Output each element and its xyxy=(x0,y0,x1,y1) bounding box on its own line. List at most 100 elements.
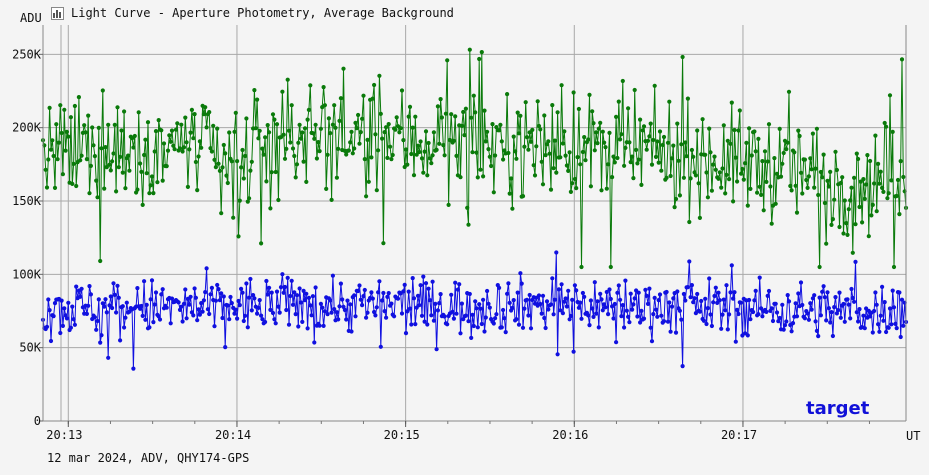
data-point xyxy=(353,120,358,125)
data-point xyxy=(225,180,230,186)
data-point xyxy=(213,298,218,303)
data-point xyxy=(389,157,394,162)
data-point xyxy=(526,313,531,318)
data-point xyxy=(290,146,296,151)
data-point xyxy=(232,129,237,134)
data-point xyxy=(595,141,600,146)
data-point xyxy=(631,302,636,307)
data-point xyxy=(842,198,847,203)
data-point xyxy=(564,163,570,168)
data-point xyxy=(761,208,766,213)
data-point xyxy=(247,295,252,300)
data-point xyxy=(550,103,555,108)
data-point xyxy=(62,107,67,112)
data-point xyxy=(306,295,311,300)
data-point xyxy=(857,307,862,312)
data-point xyxy=(873,290,878,295)
data-point xyxy=(247,196,252,201)
data-point xyxy=(832,305,837,310)
data-point xyxy=(123,315,128,320)
data-point xyxy=(430,279,435,284)
data-point xyxy=(683,298,688,303)
data-point xyxy=(463,106,468,111)
data-point xyxy=(289,103,294,108)
data-point xyxy=(485,288,490,294)
data-point xyxy=(388,144,393,149)
data-point xyxy=(402,282,407,287)
data-point xyxy=(699,298,704,304)
data-point xyxy=(579,264,584,270)
data-point xyxy=(848,198,853,203)
data-point xyxy=(887,306,893,311)
data-point xyxy=(417,303,422,308)
data-point xyxy=(221,142,226,148)
data-point xyxy=(140,313,145,318)
data-point xyxy=(820,175,825,180)
data-point xyxy=(111,281,116,286)
data-point xyxy=(781,150,786,156)
data-point xyxy=(510,305,515,311)
data-point xyxy=(707,126,712,131)
data-point xyxy=(607,130,612,135)
data-point xyxy=(721,123,726,128)
data-point xyxy=(149,278,155,283)
data-point xyxy=(51,153,56,159)
data-point xyxy=(232,311,237,316)
data-point xyxy=(305,326,310,331)
data-point xyxy=(501,307,506,313)
data-point xyxy=(288,293,293,299)
data-point xyxy=(191,136,196,141)
data-point xyxy=(685,285,691,290)
data-point xyxy=(563,296,568,301)
data-point xyxy=(560,141,566,146)
data-point xyxy=(284,307,289,313)
data-point xyxy=(419,313,425,318)
data-point xyxy=(886,325,891,330)
data-point xyxy=(378,111,383,116)
data-point xyxy=(688,295,693,300)
data-point xyxy=(135,286,140,291)
chart-icon[interactable] xyxy=(51,6,64,20)
data-point xyxy=(131,366,136,371)
data-point xyxy=(478,167,483,172)
data-point xyxy=(725,327,730,332)
data-point xyxy=(744,140,749,145)
data-point xyxy=(705,195,711,200)
data-point xyxy=(894,193,899,199)
data-point xyxy=(592,148,597,153)
data-point xyxy=(786,299,792,304)
data-point xyxy=(378,344,383,349)
data-point xyxy=(449,112,454,117)
data-point xyxy=(280,272,285,277)
data-point xyxy=(887,93,893,98)
data-point xyxy=(317,323,322,328)
data-point xyxy=(837,290,842,295)
data-point xyxy=(382,309,387,314)
data-point xyxy=(697,215,703,220)
data-point xyxy=(313,122,318,127)
data-point xyxy=(520,325,526,330)
data-point xyxy=(151,191,156,196)
data-point xyxy=(191,313,196,318)
data-point xyxy=(438,97,443,102)
data-point xyxy=(328,298,333,303)
data-point xyxy=(697,309,703,314)
data-point xyxy=(727,177,732,182)
data-point xyxy=(51,314,56,319)
data-point xyxy=(606,312,611,317)
data-point xyxy=(709,188,715,193)
data-point xyxy=(334,310,339,315)
data-point xyxy=(608,296,613,302)
data-point xyxy=(435,104,440,109)
data-point xyxy=(571,349,576,354)
data-point xyxy=(139,169,144,174)
data-point xyxy=(558,155,563,160)
data-point xyxy=(901,174,906,180)
data-point xyxy=(340,297,345,302)
data-point xyxy=(108,168,113,173)
data-point xyxy=(122,325,127,330)
data-point xyxy=(261,152,266,157)
data-point xyxy=(62,306,67,311)
data-point xyxy=(685,96,691,101)
data-point xyxy=(189,107,194,112)
